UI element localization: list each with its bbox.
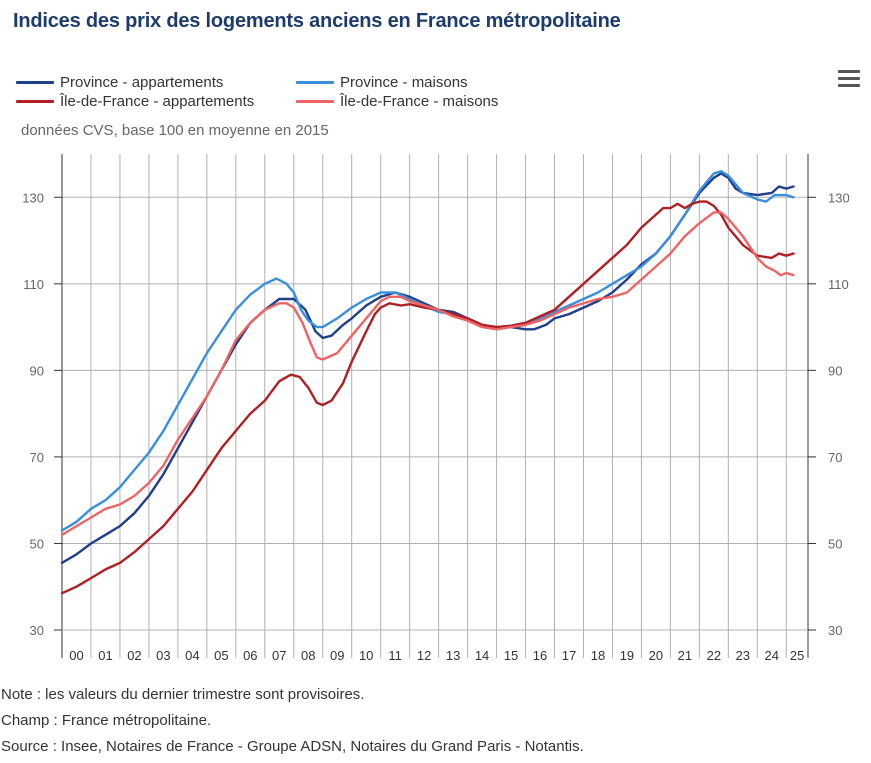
y-tick-label-left: 30 [30, 623, 44, 638]
chart-subtitle: données CVS, base 100 en moyenne en 2015 [21, 122, 329, 139]
x-tick-label: 22 [707, 648, 721, 663]
x-tick-label: 25 [790, 648, 804, 663]
legend-item-province-maisons[interactable]: Province - maisons [296, 74, 468, 91]
x-tick-label: 20 [649, 648, 663, 663]
y-tick-label-right: 50 [828, 536, 842, 551]
y-tick-label-left: 110 [23, 277, 44, 292]
line-chart: 30 30 50 50 70 70 90 90 110 110 130 130 00 01 02 03 04 05… [22, 154, 850, 663]
x-tick-label: 04 [185, 648, 199, 663]
y-tick-label-left: 50 [30, 536, 44, 551]
x-tick-label: 16 [533, 648, 547, 663]
x-tick-label: 10 [359, 648, 373, 663]
champ-text: Champ : France métropolitaine. [1, 712, 212, 729]
x-tick-label: 00 [69, 648, 83, 663]
x-tick-label: 06 [243, 648, 257, 663]
series-line-idf-maisons [60, 211, 795, 536]
x-tick-label: 02 [127, 648, 141, 663]
y-tick-label-right: 110 [828, 277, 849, 292]
grid-layer [62, 154, 808, 658]
x-tick-label: 03 [156, 648, 170, 663]
x-tick-label: 14 [475, 648, 489, 663]
x-tick-label: 18 [591, 648, 605, 663]
series-line-idf-appartements [60, 200, 795, 595]
source-text: Source : Insee, Notaires de France - Gro… [1, 738, 584, 755]
x-tick-label: 05 [214, 648, 228, 663]
legend-swatch-idf-appartements [16, 100, 54, 103]
x-tick-label: 01 [98, 648, 112, 663]
x-tick-label: 15 [504, 648, 518, 663]
label-layer: 30 30 50 50 70 70 90 90 110 110 130 130 00 01 02 03 04 05… [22, 190, 849, 663]
y-tick-label-left: 130 [22, 190, 44, 205]
y-tick-label-right: 30 [828, 623, 842, 638]
x-tick-label: 07 [272, 648, 286, 663]
x-tick-label: 19 [620, 648, 634, 663]
series-layer [60, 170, 795, 595]
legend-item-province-appartements[interactable]: Province - appartements [16, 74, 223, 91]
legend-label-idf-appartements: Île-de-France - appartements [60, 93, 255, 110]
x-tick-label: 08 [301, 648, 315, 663]
x-tick-label: 12 [417, 648, 431, 663]
page-title: Indices des prix des logements anciens e… [13, 10, 621, 32]
x-tick-label: 24 [765, 648, 779, 663]
legend-label-idf-maisons: Île-de-France - maisons [340, 93, 499, 110]
note-text: Note : les valeurs du dernier trimestre … [1, 686, 365, 703]
series-line-province-maisons [60, 170, 795, 532]
y-tick-label-left: 90 [30, 363, 44, 378]
y-tick-label-right: 90 [828, 363, 842, 378]
legend-swatch-province-appartements [16, 81, 54, 84]
axis-layer [54, 154, 816, 658]
legend-item-idf-maisons[interactable]: Île-de-France - maisons [296, 93, 498, 110]
legend-item-idf-appartements[interactable]: Île-de-France - appartements [16, 93, 254, 110]
legend-swatch-province-maisons [296, 81, 334, 84]
hamburger-menu-icon[interactable] [838, 70, 860, 90]
x-tick-label: 13 [446, 648, 460, 663]
legend-label-province-maisons: Province - maisons [340, 74, 468, 91]
x-tick-label: 11 [388, 648, 402, 663]
y-tick-label-right: 130 [828, 190, 850, 205]
legend-swatch-idf-maisons [296, 100, 334, 103]
legend-label-province-appartements: Province - appartements [60, 74, 224, 91]
y-tick-label-right: 70 [828, 450, 842, 465]
x-tick-label: 23 [736, 648, 750, 663]
x-tick-label: 09 [330, 648, 344, 663]
x-tick-label: 17 [562, 648, 576, 663]
x-tick-label: 21 [678, 648, 692, 663]
series-line-province-appartements [60, 172, 795, 565]
y-tick-label-left: 70 [30, 450, 44, 465]
